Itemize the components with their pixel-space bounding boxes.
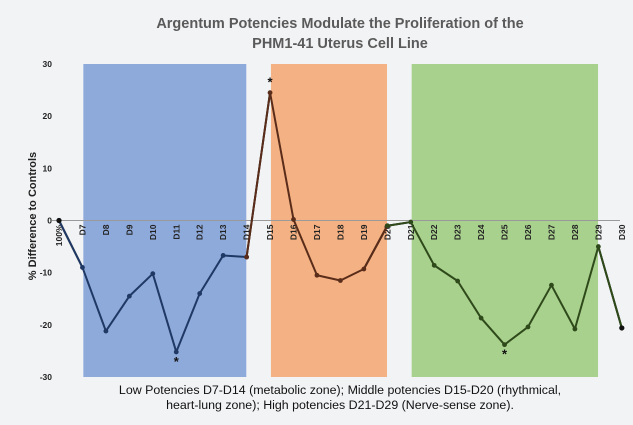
x-tick-label: 100% xyxy=(54,224,64,246)
x-tick-label: D16 xyxy=(289,224,299,240)
data-point xyxy=(549,282,554,288)
data-point xyxy=(338,278,343,283)
data-point xyxy=(173,349,179,355)
caption-line2: heart-lung zone); High potencies D21-D29… xyxy=(166,398,514,412)
x-tick-label: D8 xyxy=(101,224,111,235)
data-point xyxy=(384,223,390,229)
x-tick-label: D7 xyxy=(77,224,87,235)
data-point xyxy=(126,293,132,299)
y-tick-label: 0 xyxy=(47,216,52,226)
chart-caption: Low Potencies D7-D14 (metabolic zone); M… xyxy=(100,383,580,413)
data-point xyxy=(572,326,578,332)
x-tick-label: D17 xyxy=(312,224,322,240)
data-point xyxy=(244,254,250,260)
data-point xyxy=(431,262,437,268)
data-point xyxy=(502,342,507,348)
data-point xyxy=(478,315,484,321)
data-point xyxy=(197,291,203,296)
x-tick-label: D19 xyxy=(359,224,369,240)
x-tick-label: D30 xyxy=(617,224,627,240)
data-point xyxy=(361,266,367,272)
data-point xyxy=(595,244,601,249)
chart-title-line1: Argentum Potencies Modulate the Prolifer… xyxy=(156,16,524,32)
data-point xyxy=(291,217,296,222)
y-tick-label: -10 xyxy=(40,268,53,278)
x-tick-label: D11 xyxy=(171,224,181,239)
x-tick-label: D28 xyxy=(570,224,580,240)
x-tick-label: D25 xyxy=(500,224,510,240)
x-tick-label: D13 xyxy=(218,224,228,240)
data-point xyxy=(314,272,320,278)
chart-title-line2: PHM1-41 Uterus Cell Line xyxy=(252,36,428,52)
x-tick-label: D20 xyxy=(382,224,392,240)
data-point xyxy=(56,217,62,224)
significance-marker: * xyxy=(174,354,180,369)
x-tick-label: D9 xyxy=(124,224,134,235)
data-point xyxy=(525,324,531,330)
data-point xyxy=(220,253,226,258)
x-tick-label: D12 xyxy=(195,224,205,240)
y-tick-label: -20 xyxy=(40,320,53,330)
x-tick-label: D26 xyxy=(523,224,533,240)
x-tick-label: D21 xyxy=(406,224,416,240)
y-tick-label: 30 xyxy=(43,59,53,69)
x-tick-label: D27 xyxy=(546,224,556,240)
chart-title: Argentum Potencies Modulate the Prolifer… xyxy=(150,14,530,54)
x-tick-label: D23 xyxy=(453,224,463,240)
data-point xyxy=(150,271,156,277)
y-tick-label: -30 xyxy=(40,372,53,382)
significance-marker: * xyxy=(268,75,274,90)
x-tick-label: D22 xyxy=(429,224,439,240)
data-point xyxy=(455,278,461,284)
x-tick-label: D15 xyxy=(265,224,275,240)
x-tick-label: D29 xyxy=(593,224,603,240)
y-tick-label: 10 xyxy=(43,163,53,173)
x-tick-label: D14 xyxy=(242,224,252,240)
data-point xyxy=(80,265,85,270)
y-tick-label: 20 xyxy=(43,111,53,121)
x-tick-label: D10 xyxy=(148,224,158,240)
caption-line1: Low Potencies D7-D14 (metabolic zone); M… xyxy=(118,383,562,397)
data-point xyxy=(103,328,109,334)
x-tick-label: D24 xyxy=(476,224,486,240)
significance-marker: * xyxy=(502,347,508,362)
data-point xyxy=(267,90,273,96)
data-point xyxy=(408,219,414,225)
data-point xyxy=(619,325,625,331)
x-tick-label: D18 xyxy=(335,224,345,240)
